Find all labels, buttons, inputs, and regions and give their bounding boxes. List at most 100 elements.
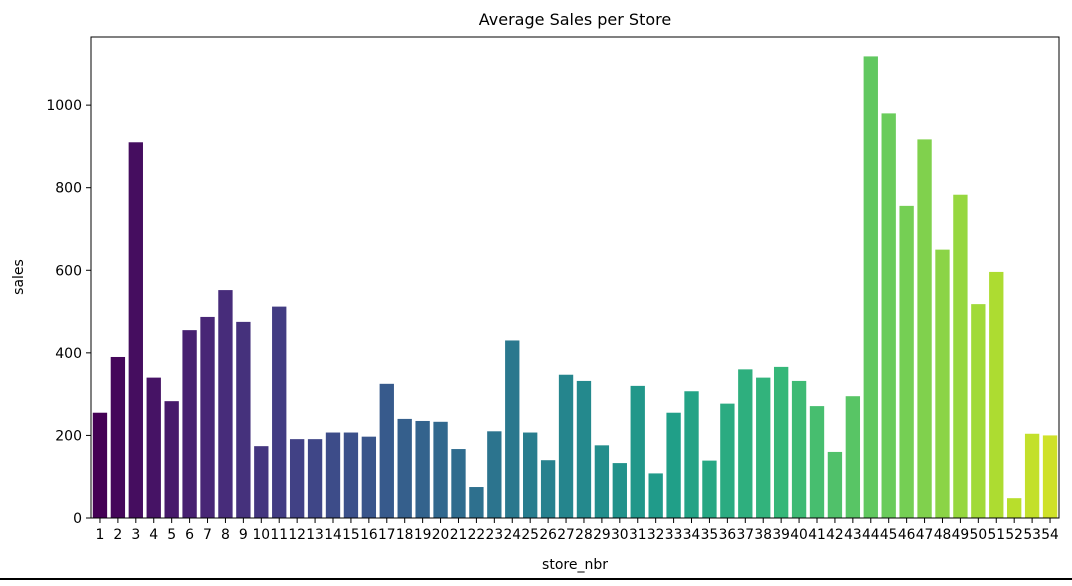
x-tick-label: 16 <box>360 527 378 543</box>
bar-store-45 <box>881 113 896 518</box>
y-tick-label: 1000 <box>46 98 82 114</box>
bar-store-50 <box>971 304 986 518</box>
bar-store-10 <box>254 446 269 518</box>
bar-store-46 <box>899 205 914 518</box>
x-tick-label: 22 <box>468 527 486 543</box>
bars <box>92 56 1058 518</box>
bar-store-7 <box>200 316 215 518</box>
bar-store-21 <box>451 449 466 518</box>
x-tick-label: 43 <box>844 527 862 543</box>
x-tick-label: 23 <box>486 527 504 543</box>
y-tick-label: 400 <box>55 346 82 362</box>
bar-store-49 <box>953 194 968 518</box>
y-axis: 0 200 400 600 800 1000 <box>46 98 91 527</box>
bar-store-43 <box>845 396 861 518</box>
x-tick-label: 44 <box>862 527 880 543</box>
x-tick-label: 25 <box>521 527 539 543</box>
bar-store-41 <box>809 406 825 518</box>
x-tick-label: 18 <box>396 527 414 543</box>
x-tick-label: 8 <box>221 527 230 543</box>
plot-frame <box>90 36 1060 519</box>
y-tick-label: 600 <box>55 263 82 279</box>
x-tick-label: 13 <box>306 527 324 543</box>
bar-store-12 <box>289 439 305 518</box>
x-tick-label: 52 <box>1005 527 1023 543</box>
bar-store-18 <box>397 418 412 518</box>
bar-store-37 <box>738 369 753 518</box>
bar-store-47 <box>917 139 932 518</box>
x-tick-label: 28 <box>575 527 593 543</box>
x-tick-label: 1 <box>96 527 105 543</box>
chart-title: Average Sales per Store <box>479 10 671 29</box>
x-tick-label: 38 <box>754 527 772 543</box>
x-tick-label: 9 <box>239 527 248 543</box>
x-tick-label: 4 <box>149 527 158 543</box>
bar-store-1 <box>92 412 108 518</box>
bar-store-19 <box>415 420 430 518</box>
bar-store-23 <box>487 431 502 518</box>
x-tick-label: 6 <box>185 527 194 543</box>
x-tick-label: 31 <box>629 527 647 543</box>
x-tick-label: 39 <box>772 527 790 543</box>
x-tick-label: 24 <box>503 527 521 543</box>
x-tick-label: 11 <box>270 527 288 543</box>
x-tick-label: 10 <box>253 527 271 543</box>
x-tick-label: 14 <box>324 527 342 543</box>
bar-store-17 <box>379 383 394 518</box>
bar-store-9 <box>236 321 251 518</box>
x-tick-label: 3 <box>131 527 140 543</box>
bar-store-15 <box>343 432 359 518</box>
bar-store-3 <box>128 142 143 518</box>
x-tick-label: 17 <box>378 527 396 543</box>
x-tick-label: 30 <box>611 527 629 543</box>
bar-store-39 <box>773 366 789 518</box>
bar-store-20 <box>433 421 448 518</box>
bar-store-13 <box>307 439 323 518</box>
bar-store-26 <box>540 460 556 518</box>
x-tick-label: 40 <box>790 527 808 543</box>
x-tick-label: 48 <box>934 527 952 543</box>
x-tick-label: 54 <box>1041 527 1059 543</box>
bar-store-40 <box>791 380 807 518</box>
bar-store-27 <box>558 374 574 518</box>
bar-store-5 <box>164 401 179 518</box>
bar-store-42 <box>827 451 843 518</box>
y-axis-label: sales <box>11 259 27 295</box>
x-axis: 1 2 3 4 5 6 7 8 9 10 11 12 13 14 15 16 17 18 19 20 21 22 23 24 2… <box>96 518 1059 543</box>
x-tick-label: 5 <box>167 527 176 543</box>
x-tick-label: 34 <box>683 527 701 543</box>
x-tick-label: 21 <box>450 527 468 543</box>
bar-store-34 <box>684 391 699 518</box>
bar-store-31 <box>630 385 645 518</box>
x-tick-label: 46 <box>898 527 916 543</box>
bar-store-11 <box>272 306 287 518</box>
bottom-divider <box>0 578 1072 580</box>
x-tick-label: 15 <box>342 527 360 543</box>
bar-store-2 <box>110 356 126 518</box>
x-tick-label: 26 <box>539 527 557 543</box>
bar-store-8 <box>218 290 233 518</box>
bar-store-29 <box>594 445 610 518</box>
x-tick-label: 20 <box>432 527 450 543</box>
x-tick-label: 33 <box>665 527 683 543</box>
bar-store-30 <box>612 463 627 518</box>
bar-store-32 <box>648 473 663 518</box>
bar-store-38 <box>756 377 771 518</box>
y-tick-label: 0 <box>73 511 82 527</box>
x-tick-label: 51 <box>987 527 1005 543</box>
bar-store-4 <box>146 377 161 518</box>
x-tick-label: 41 <box>808 527 826 543</box>
x-tick-label: 27 <box>557 527 575 543</box>
bar-store-6 <box>182 330 197 518</box>
x-tick-label: 35 <box>701 527 719 543</box>
x-tick-label: 29 <box>593 527 611 543</box>
x-tick-label: 50 <box>970 527 988 543</box>
bar-store-48 <box>935 249 950 518</box>
bar-store-54 <box>1042 435 1058 518</box>
x-tick-label: 2 <box>113 527 122 543</box>
x-tick-label: 37 <box>737 527 755 543</box>
bar-store-52 <box>1007 498 1022 518</box>
bar-store-33 <box>666 412 681 518</box>
x-tick-label: 7 <box>203 527 212 543</box>
